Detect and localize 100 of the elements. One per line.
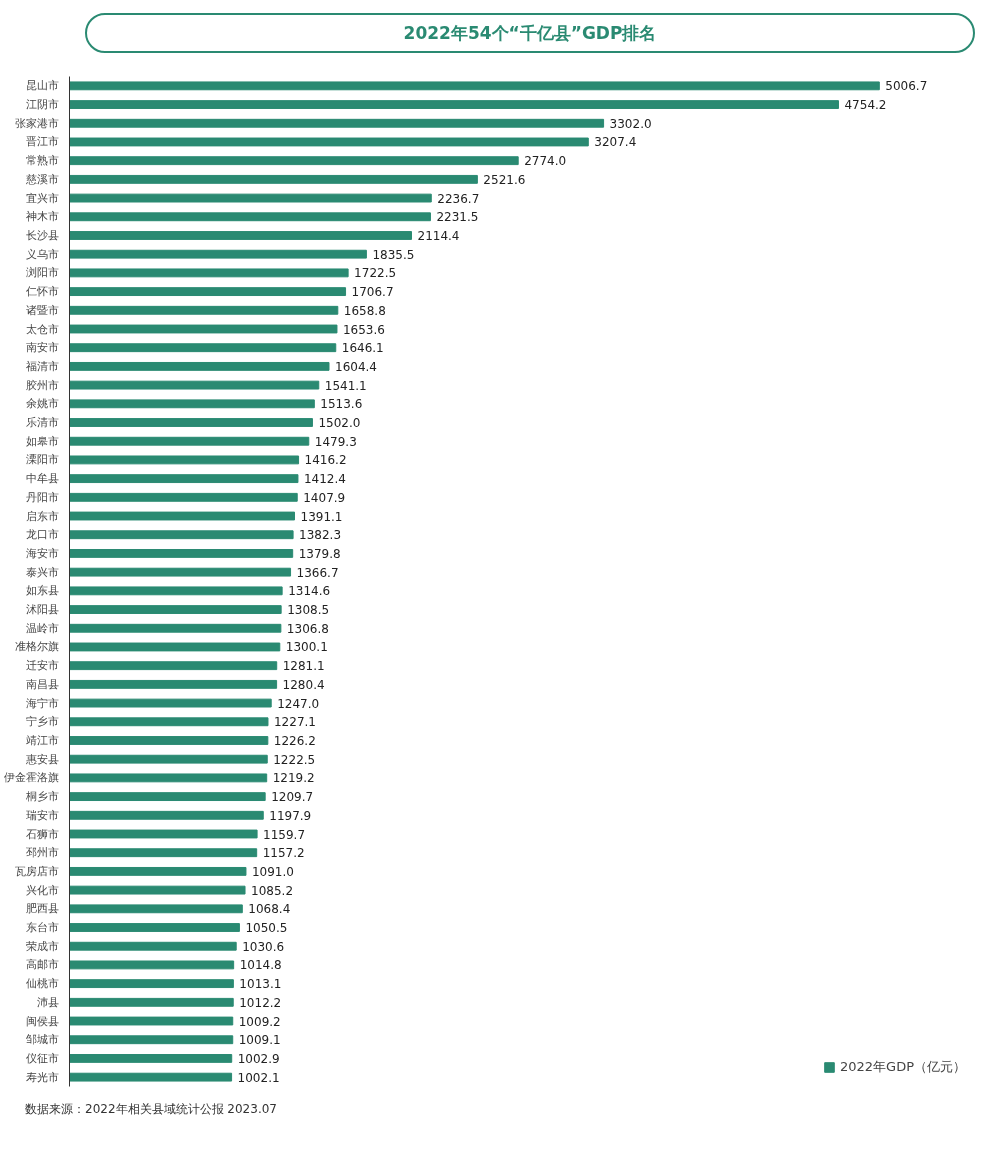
data-label: 1502.0 xyxy=(318,416,361,431)
data-label: 1050.5 xyxy=(245,921,288,936)
bar xyxy=(69,212,431,222)
data-label: 1706.7 xyxy=(351,285,394,300)
y-tick-label: 张家港市 xyxy=(14,116,59,130)
bar xyxy=(69,885,246,895)
data-label: 1281.1 xyxy=(282,659,325,674)
y-tick-label: 南安市 xyxy=(25,341,59,355)
y-tick-label: 靖江市 xyxy=(25,733,59,747)
data-label: 1219.2 xyxy=(272,771,315,786)
bar xyxy=(69,305,339,315)
data-label: 4754.2 xyxy=(844,98,887,113)
y-tick-label: 乐清市 xyxy=(25,416,59,430)
y-tick-label: 溧阳市 xyxy=(25,453,59,467)
data-label: 1009.1 xyxy=(238,1033,281,1048)
bar xyxy=(69,829,258,839)
bar xyxy=(69,679,278,689)
bar xyxy=(69,343,337,353)
y-tick-label: 海安市 xyxy=(25,546,59,560)
bar xyxy=(69,605,282,614)
y-tick-label: 瑞安市 xyxy=(25,808,59,822)
data-label: 1366.7 xyxy=(296,565,339,580)
y-tick-label: 肥西县 xyxy=(25,902,59,916)
bar xyxy=(69,586,283,596)
data-label: 1014.8 xyxy=(239,958,282,973)
bar xyxy=(69,997,234,1007)
y-tick-label: 福清市 xyxy=(25,359,59,373)
bar xyxy=(69,736,269,745)
y-tick-label: 仙桃市 xyxy=(25,977,59,991)
y-tick-label: 惠安县 xyxy=(24,752,59,766)
data-label: 1653.6 xyxy=(342,322,385,337)
data-label: 1247.0 xyxy=(277,696,320,711)
data-label: 1227.1 xyxy=(273,715,316,730)
bar xyxy=(69,174,478,184)
data-label: 1722.5 xyxy=(354,266,397,281)
y-tick-label: 仪征市 xyxy=(25,1051,59,1065)
bar xyxy=(69,979,234,989)
y-tick-label: 沛县 xyxy=(36,995,59,1009)
y-tick-label: 晋江市 xyxy=(25,135,59,149)
bar xyxy=(69,698,272,708)
data-label: 1835.5 xyxy=(372,247,415,262)
data-label: 1222.5 xyxy=(273,752,316,767)
data-label: 1541.1 xyxy=(324,378,367,393)
bar xyxy=(69,1054,233,1063)
y-tick-label: 胶州市 xyxy=(25,378,59,392)
bar xyxy=(69,455,300,465)
data-label: 2236.7 xyxy=(437,191,480,206)
bar xyxy=(69,100,839,109)
y-tick-label: 荣成市 xyxy=(25,939,59,953)
legend-label: 2022年GDP（亿元） xyxy=(839,1058,966,1076)
bar xyxy=(69,1035,234,1045)
bar xyxy=(69,249,367,259)
chart-title: 2022年54个“千亿县”GDP排名 xyxy=(85,13,975,54)
bar xyxy=(69,792,266,802)
bar xyxy=(69,848,258,858)
y-tick-label: 诸暨市 xyxy=(25,303,59,317)
y-tick-label: 如东县 xyxy=(25,584,59,598)
bar xyxy=(69,773,268,783)
data-label: 1159.7 xyxy=(263,827,306,842)
data-label: 3207.4 xyxy=(594,135,637,150)
bar xyxy=(69,923,240,932)
data-label: 1604.4 xyxy=(335,359,378,374)
data-label: 1306.8 xyxy=(286,621,329,636)
y-tick-label: 海宁市 xyxy=(25,696,59,710)
data-label: 5006.7 xyxy=(885,79,928,94)
data-label: 1379.8 xyxy=(298,546,341,561)
data-label: 1300.1 xyxy=(285,640,328,655)
y-tick-label: 瓦房店市 xyxy=(14,864,59,878)
data-label: 1391.1 xyxy=(300,509,343,524)
y-tick-label: 闽侯县 xyxy=(25,1014,59,1028)
y-tick-label: 宜兴市 xyxy=(25,191,59,205)
bar xyxy=(69,156,519,166)
data-label: 1002.1 xyxy=(237,1070,280,1085)
y-tick-label: 高邮市 xyxy=(25,958,59,972)
data-label: 1658.8 xyxy=(343,303,386,318)
data-label: 1416.2 xyxy=(304,453,347,468)
y-tick-label: 邳州市 xyxy=(25,846,59,860)
data-label: 2774.0 xyxy=(524,154,567,169)
bar xyxy=(69,810,264,820)
bar xyxy=(69,717,269,727)
data-label: 1314.6 xyxy=(288,584,331,599)
data-label: 1085.2 xyxy=(251,883,294,898)
y-tick-label: 南昌县 xyxy=(25,677,59,691)
data-label: 2114.4 xyxy=(417,228,460,243)
source-note: 数据来源：2022年相关县域统计公报 2023.07 xyxy=(25,1101,277,1118)
data-label: 1382.3 xyxy=(299,528,342,543)
data-label: 1412.4 xyxy=(303,472,346,487)
bar xyxy=(69,492,298,502)
bar xyxy=(69,81,880,91)
data-label: 1226.2 xyxy=(273,733,316,748)
bar xyxy=(69,361,330,371)
y-tick-label: 中牟县 xyxy=(25,472,59,486)
data-label: 1479.3 xyxy=(314,434,357,449)
bar xyxy=(69,231,412,240)
data-label: 1513.6 xyxy=(320,397,363,412)
data-label: 1646.1 xyxy=(341,341,384,356)
data-label: 1009.2 xyxy=(238,1014,281,1029)
y-tick-label: 浏阳市 xyxy=(25,266,59,280)
data-label: 1197.9 xyxy=(269,808,312,823)
bar xyxy=(69,866,247,876)
